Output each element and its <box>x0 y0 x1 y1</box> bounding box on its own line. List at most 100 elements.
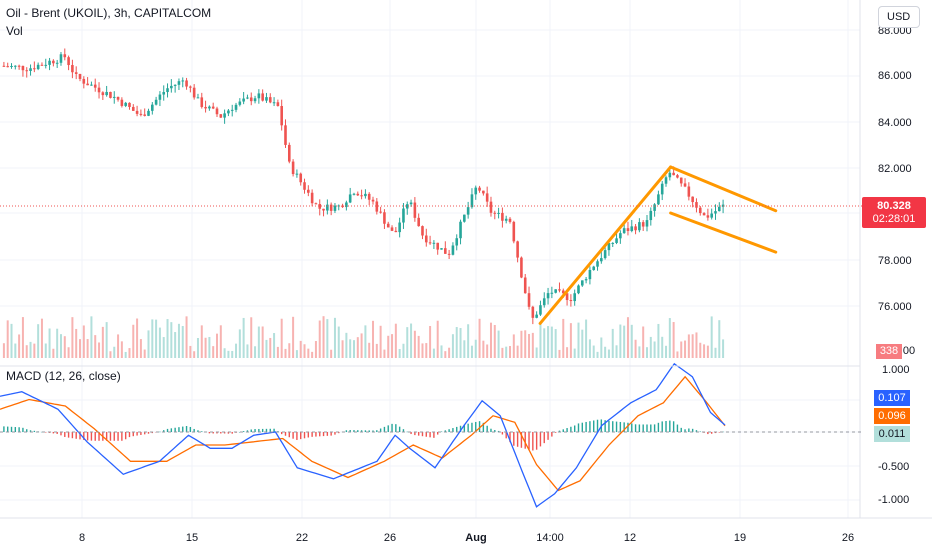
volume-bar <box>322 316 325 358</box>
volume-bar <box>254 346 257 358</box>
histogram-bar <box>585 421 587 432</box>
chart-title[interactable]: Oil - Brent (UKOIL), 3h, CAPITALCOM <box>6 6 212 20</box>
candle-body <box>466 207 470 215</box>
volume-bar <box>59 334 62 358</box>
histogram-bar <box>680 427 682 432</box>
histogram-bar <box>182 426 184 432</box>
histogram-bar <box>71 432 74 439</box>
macd-axis[interactable]: 1.000 -0.500 -1.000 <box>878 364 910 506</box>
volume-bar <box>432 348 435 358</box>
histogram-bar <box>573 425 576 432</box>
candle-body <box>463 214 466 222</box>
pattern-annotations[interactable] <box>538 165 778 325</box>
macd-legend[interactable]: MACD (12, 26, close) <box>6 369 121 383</box>
volume-legend[interactable]: Vol <box>6 24 23 38</box>
histogram-bar <box>467 423 469 432</box>
volume-bar <box>364 325 367 358</box>
volume-bar <box>425 343 428 358</box>
candle-body <box>706 215 710 218</box>
macd-value-tag: 0.107 <box>874 390 910 406</box>
volume-bar <box>94 335 97 358</box>
volume-bar <box>406 327 409 358</box>
candle-body <box>249 97 253 102</box>
volume-bar <box>573 348 576 358</box>
candle-body <box>679 177 683 184</box>
candle-body <box>139 113 143 115</box>
candle-body <box>542 298 546 306</box>
candle-body <box>710 213 713 218</box>
candle-body <box>116 96 120 100</box>
histogram-bar <box>269 428 271 432</box>
volume-bar <box>311 351 314 358</box>
volume-bar <box>661 336 664 358</box>
histogram-bar <box>159 431 161 433</box>
candle-body <box>596 261 599 267</box>
volume-bar <box>379 325 382 358</box>
histogram-bar <box>475 421 477 432</box>
volume-bar <box>645 347 648 358</box>
histogram-bar <box>482 422 485 432</box>
time-axis[interactable]: 8 15 22 26 Aug 14:00 12 19 26 <box>79 532 854 544</box>
volume-bar <box>337 326 340 358</box>
candle-body <box>21 65 25 71</box>
histogram-bar <box>227 432 230 434</box>
histogram-bar <box>661 421 663 432</box>
histogram-bar <box>284 432 287 436</box>
histogram-bar <box>86 432 89 441</box>
volume-bar <box>273 333 276 358</box>
candle-body <box>223 113 226 118</box>
volume-bar <box>501 347 504 358</box>
volume-bar <box>543 328 546 358</box>
histogram-bar <box>509 432 511 443</box>
candle-body <box>204 106 207 109</box>
candle-body <box>280 106 283 126</box>
volume-bar <box>535 347 538 358</box>
candle-body <box>299 173 303 183</box>
candle-body <box>307 189 310 193</box>
histogram-bar <box>334 432 336 435</box>
histogram-bar <box>608 420 610 432</box>
volume-bar <box>691 334 694 358</box>
histogram-bar <box>223 432 226 434</box>
candle-body <box>158 94 162 100</box>
candle-body <box>154 99 158 105</box>
candle-body <box>71 65 74 73</box>
histogram-bar <box>345 430 348 432</box>
candle-body <box>352 193 356 195</box>
volume-bar <box>10 323 13 358</box>
candle-body <box>569 300 573 302</box>
histogram-bar <box>543 432 545 444</box>
candle-body <box>607 243 611 251</box>
volume-bar <box>299 340 302 358</box>
candle-body <box>356 193 360 196</box>
histogram-bar <box>421 432 424 437</box>
price-axis[interactable]: 88.000 86.000 84.000 82.000 78.000 76.00… <box>878 25 912 313</box>
candle-body <box>379 211 382 213</box>
volume-bar <box>280 318 283 358</box>
trend-line <box>669 211 778 254</box>
candle-body <box>295 173 299 175</box>
candle-body <box>173 84 177 86</box>
volume-bar <box>208 336 211 358</box>
candle-body <box>600 258 603 262</box>
currency-button[interactable]: USD <box>878 6 920 28</box>
histogram-bar <box>524 432 526 449</box>
volume-bar <box>295 350 298 358</box>
histogram-bar <box>45 432 47 433</box>
candle-body <box>124 102 127 106</box>
histogram-bar <box>414 432 416 436</box>
candle-body <box>402 208 405 223</box>
candle-body <box>181 80 185 82</box>
volume-bar <box>615 345 618 358</box>
histogram-bar <box>505 432 507 439</box>
histogram-bar <box>151 432 154 434</box>
volume-bar <box>687 334 690 358</box>
candle-body <box>276 102 280 107</box>
volume-bar <box>429 325 432 358</box>
volume-bar <box>417 335 420 358</box>
volume-bar <box>505 346 508 358</box>
volume-bar <box>284 348 287 358</box>
histogram-bar <box>501 432 504 435</box>
